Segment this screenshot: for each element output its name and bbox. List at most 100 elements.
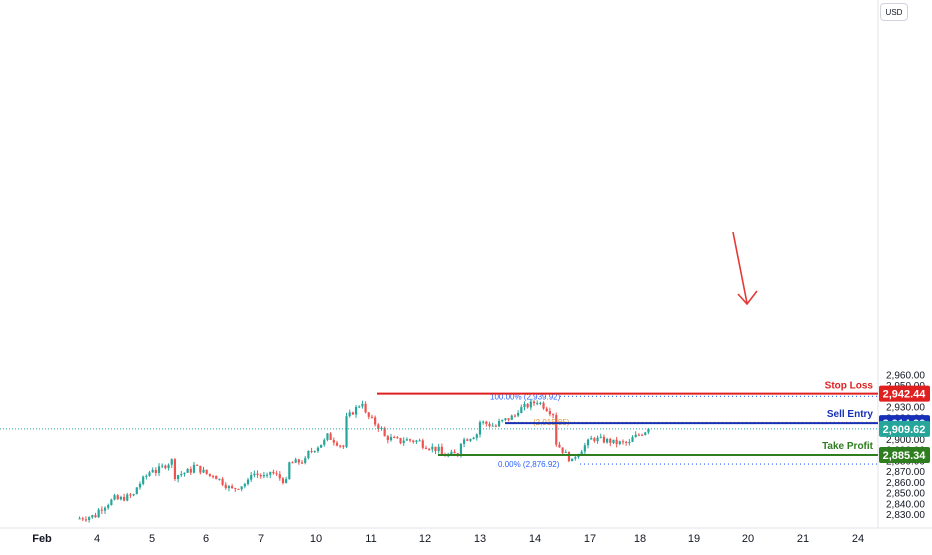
x-tick-label: 17 <box>584 533 596 545</box>
candle-body <box>437 446 440 452</box>
sell-entry-label: Sell Entry <box>827 409 874 420</box>
candle-body <box>647 428 650 433</box>
candle-body <box>103 507 107 511</box>
candle-body <box>574 457 577 459</box>
candle-body <box>259 474 262 477</box>
candle-body <box>478 422 482 435</box>
candle-body <box>415 440 418 442</box>
candle-body <box>450 451 453 454</box>
candle-body <box>126 494 129 501</box>
candle-body <box>110 499 113 506</box>
candle-body <box>482 421 485 423</box>
candle-body <box>320 444 323 448</box>
candle-body <box>84 519 88 521</box>
candle-body <box>393 437 396 439</box>
candle-body <box>138 483 142 488</box>
candle-body <box>431 446 434 450</box>
candle-body <box>94 515 97 518</box>
candle-body <box>310 450 313 452</box>
candle-body <box>339 445 342 447</box>
x-tick-label: 7 <box>258 533 264 545</box>
x-tick-label: 4 <box>94 533 100 545</box>
candle-body <box>234 488 237 490</box>
candle-body <box>497 420 501 427</box>
candle-body <box>189 468 192 473</box>
candle-body <box>644 432 647 435</box>
y-tick-label: 2,930.00 <box>886 403 925 414</box>
candle-body <box>539 402 542 404</box>
candle-body <box>529 401 532 408</box>
candle-body <box>316 447 320 452</box>
price-tags: 2,942.442,914.992,909.622,885.34 <box>879 385 930 464</box>
time-scale[interactable]: Feb 4 5 6 7 10 11 12 13 14 17 18 19 20 21 24 <box>32 533 864 545</box>
candle-body <box>599 436 602 438</box>
candle-body <box>196 464 199 466</box>
candle-body <box>154 469 157 473</box>
candle-body <box>332 439 335 443</box>
candle-body <box>81 518 84 520</box>
candle-body <box>640 434 644 436</box>
candle-body <box>272 471 275 474</box>
candle-body <box>88 517 91 520</box>
candle-body <box>278 474 281 479</box>
candle-body <box>564 451 567 453</box>
candle-body <box>237 488 240 490</box>
y-tick-label: 2,960.00 <box>886 370 925 381</box>
candle-body <box>164 465 167 469</box>
candle-body <box>345 416 348 447</box>
x-tick-label: 19 <box>688 533 700 545</box>
candle-body <box>561 447 564 453</box>
candle-body <box>463 439 466 444</box>
candle-body <box>256 473 259 475</box>
x-tick-label: 11 <box>365 533 376 545</box>
currency-label[interactable]: USD <box>880 3 908 21</box>
candle-body <box>634 434 637 438</box>
candle-body <box>300 462 304 464</box>
stop-loss-price-tag-text: 2,942.44 <box>883 389 927 401</box>
x-tick-label: 24 <box>852 533 864 545</box>
stop-loss-label: Stop Loss <box>825 381 874 392</box>
candle-body <box>545 408 548 412</box>
candle-body <box>275 473 278 475</box>
candle-body <box>78 518 81 520</box>
candle-body <box>142 476 145 484</box>
candle-body <box>243 484 246 487</box>
candle-body <box>177 475 180 479</box>
candle-body <box>215 475 218 480</box>
candle-body <box>294 459 297 463</box>
candle-body <box>586 439 590 446</box>
candle-body <box>383 428 386 437</box>
candle-body <box>389 437 393 441</box>
x-tick-label: 10 <box>310 533 322 545</box>
fib-label-100: 100.00% (2,939.92) <box>490 392 561 401</box>
candle-body <box>313 451 316 453</box>
candle-body <box>513 415 517 417</box>
candle-body <box>418 440 421 442</box>
candle-body <box>265 474 269 476</box>
candle-body <box>250 475 253 480</box>
candle-body <box>628 441 631 443</box>
candle-body <box>170 459 173 465</box>
candle-body <box>551 414 555 416</box>
candle-body <box>246 479 250 485</box>
candle-body <box>453 451 456 454</box>
candle-body <box>205 469 208 474</box>
candle-body <box>374 417 377 425</box>
candle-body <box>412 440 415 442</box>
candle-body <box>307 450 310 459</box>
y-tick-label: 2,900.00 <box>886 435 925 446</box>
candle-body <box>590 438 593 440</box>
candle-body <box>583 445 586 452</box>
drawings-layer[interactable]: 100.00% (2,939.92)(2,915.85)0.00% (2,876… <box>0 231 878 469</box>
stop-loss-price-tag-bg <box>879 385 930 402</box>
candle-body <box>488 423 491 427</box>
candle-body <box>469 439 472 441</box>
candle-body <box>335 442 339 446</box>
candle-body <box>224 484 227 489</box>
candle-body <box>548 411 551 415</box>
candle-body <box>618 441 621 445</box>
fib-label-0: 0.00% (2,876.92) <box>498 460 560 469</box>
candle-body <box>580 451 583 455</box>
